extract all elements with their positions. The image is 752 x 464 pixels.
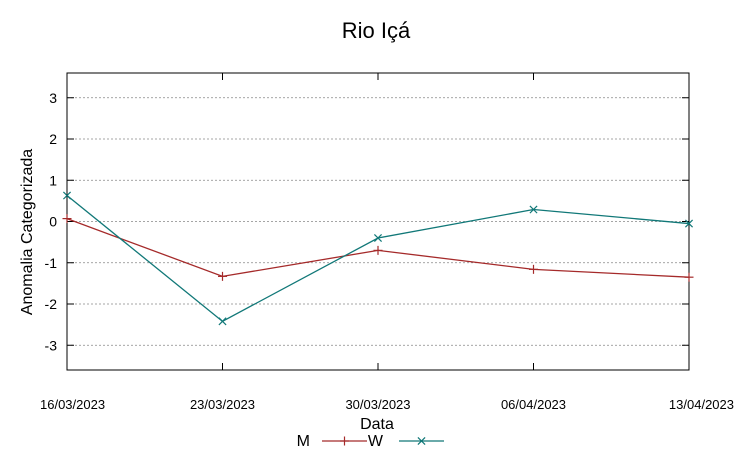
marker-stroke — [218, 317, 227, 326]
series-m-point — [529, 264, 538, 274]
series-m-point — [684, 272, 694, 282]
x-axis-label: Data — [360, 416, 394, 433]
series-m-point — [373, 245, 383, 255]
series-w-point — [684, 219, 694, 228]
y-tick-label: 0 — [49, 214, 57, 230]
legend-marker-w — [417, 436, 426, 446]
axis-ticks: 3 2 1 0 -1 -2 -3 16/03/2023 23/03/2023 30/03/2023… — [40, 73, 734, 412]
x-tick-label: 16/03/2023 — [40, 397, 105, 412]
y-tick-label: -2 — [45, 296, 58, 312]
chart-title: Rio Içá — [342, 18, 411, 43]
series-w-point — [218, 317, 227, 326]
series-w-point — [373, 233, 383, 243]
series-m-point — [62, 214, 72, 224]
x-tick-label: 06/04/2023 — [501, 397, 566, 412]
series-w-line — [66, 195, 690, 323]
y-tick-label: 1 — [49, 172, 57, 188]
series-w-point — [62, 191, 72, 200]
legend-label-m: M — [297, 433, 310, 450]
y-tick-label: 3 — [49, 90, 57, 106]
x-tick-label: 30/03/2023 — [345, 397, 410, 412]
legend-marker-m — [340, 436, 349, 446]
marker-stroke — [62, 191, 72, 200]
series-w-point — [529, 205, 538, 214]
x-tick-label: 23/03/2023 — [190, 397, 255, 412]
marker-stroke — [529, 205, 538, 214]
grid — [67, 97, 689, 346]
marker-stroke — [684, 219, 694, 228]
marker-stroke — [417, 436, 426, 446]
y-tick-label: -1 — [45, 255, 58, 271]
x-tick-label: 13/04/2023 — [669, 397, 734, 412]
marker-stroke — [373, 233, 383, 243]
legend-label-w: W — [368, 433, 384, 450]
y-axis-label: Anomalia Categorizada — [19, 149, 36, 315]
y-tick-label: -3 — [45, 337, 58, 353]
y-tick-label: 2 — [49, 131, 57, 147]
series-group — [62, 191, 694, 326]
series-m-point — [218, 271, 227, 281]
